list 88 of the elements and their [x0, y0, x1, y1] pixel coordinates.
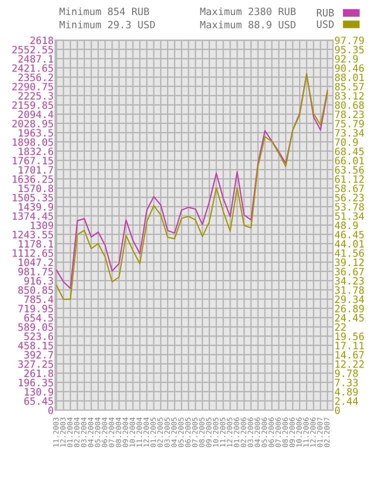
y-tick-label: 2618: [30, 36, 54, 44]
y-tick-label: 392.7: [24, 351, 53, 359]
y2-tick-label: 29.34: [335, 296, 364, 304]
legend-label: USD: [316, 20, 334, 28]
y2-tick-label: 14.67: [336, 351, 364, 359]
y-tick-label: 1112.65: [12, 249, 53, 257]
y2-tick-label: 51.34: [335, 212, 364, 220]
y2-tick-label: 41.56: [334, 249, 364, 257]
y-tick-label: 130.9: [24, 388, 54, 396]
y2-tick-label: 75.79: [335, 120, 364, 128]
y2-tick-label: 80.68: [335, 101, 364, 109]
y2-tick-label: 36.67: [335, 268, 364, 276]
y2-tick-label: 70.9: [335, 138, 358, 146]
legend-label: RUB: [316, 9, 334, 16]
y2-tick-label: 97.79: [335, 36, 364, 44]
y2-tick-label: 17.11: [336, 342, 364, 350]
y-tick-label: 1309: [30, 222, 54, 230]
y-tick-label: 1701.7: [18, 166, 53, 174]
text: Maximum 88.9 USD: [200, 20, 296, 28]
y-tick-label: 916.3: [24, 277, 53, 285]
y2-tick-label: 34.23: [335, 277, 364, 285]
y2-tick-label: 63.56: [335, 166, 364, 174]
text: Minimum 29.3 USD: [60, 20, 155, 28]
y-tick-label: 2290.75: [12, 82, 53, 90]
y-tick-label: 1767.15: [12, 156, 53, 164]
y-tick-label: 2225.3: [18, 92, 53, 100]
y2-tick-label: 53.78: [335, 203, 364, 211]
y-tick-label: 1047.2: [18, 258, 53, 266]
y2-tick-label: 61.12: [335, 175, 364, 183]
y2-tick-label: 2.44: [335, 397, 358, 405]
y-tick-label: 1636.25: [12, 175, 53, 183]
y2-tick-label: 26.89: [335, 304, 364, 312]
y2-tick-label: 73.34: [335, 129, 364, 137]
y2-tick-label: 90.46: [335, 64, 364, 72]
y2-tick-label: 88.01: [335, 74, 364, 82]
y-tick-label: 1374.45: [12, 212, 53, 220]
y-tick-label: 327.25: [18, 360, 53, 368]
y2-tick-label: 46.45: [334, 230, 364, 238]
y-tick-label: 1570.8: [18, 184, 54, 192]
y2-tick-label: 31.78: [335, 286, 364, 294]
y2-tick-label: 56.23: [335, 194, 364, 202]
y-tick-label: 2094.4: [18, 110, 54, 118]
y2-tick-label: 7.33: [335, 378, 358, 386]
y-tick-label: 65.45: [24, 397, 53, 405]
y2-tick-label: 95.35: [335, 46, 364, 54]
text: Maximum 2380 RUB: [200, 7, 296, 16]
y-tick-label: 981.75: [18, 268, 53, 276]
y2-tick-label: 22: [335, 323, 346, 331]
y2-tick-label: 78.23: [335, 110, 364, 118]
y-tick-label: 0: [48, 406, 54, 414]
y-tick-label: 523.6: [24, 332, 54, 340]
y-tick-label: 458.15: [18, 342, 53, 350]
y2-tick-label: 39.12: [335, 258, 364, 266]
y-tick-label: 785.4: [24, 296, 54, 304]
y-tick-label: 2028.95: [12, 120, 53, 128]
y2-tick-label: 9.78: [335, 370, 358, 378]
text: Minimum 854 RUB: [60, 7, 150, 16]
y2-tick-label: 48.9: [334, 222, 358, 230]
y-tick-label: 261.8: [24, 370, 54, 378]
y-tick-label: 1832.6: [18, 148, 54, 156]
y-tick-label: 1178.1: [18, 240, 54, 248]
y2-tick-label: 19.56: [336, 332, 364, 340]
y-tick-label: 196.35: [18, 378, 53, 386]
y-tick-label: 1898.05: [12, 138, 53, 146]
y-tick-label: 589.05: [18, 323, 53, 331]
y2-tick-label: 44.01: [334, 240, 364, 248]
y-tick-label: 2421.65: [12, 64, 53, 72]
y2-tick-label: 0: [335, 406, 340, 414]
y-tick-label: 1505.35: [12, 194, 53, 202]
y2-tick-label: 24.45: [335, 314, 364, 322]
y2-tick-label: 4.89: [334, 388, 358, 396]
y-tick-label: 1963.5: [18, 129, 53, 137]
y-tick-label: 2487.1: [18, 55, 54, 63]
y2-tick-label: 68.45: [335, 148, 364, 156]
y2-tick-label: 92.9: [335, 55, 358, 63]
y-tick-label: 2159.85: [12, 101, 53, 109]
y-tick-label: 2552.55: [12, 46, 53, 54]
y-tick-label: 1243.55: [12, 230, 53, 238]
y2-tick-label: 12.22: [336, 360, 364, 368]
y2-tick-label: 66.01: [335, 156, 364, 164]
y-tick-label: 2356.2: [18, 74, 53, 82]
y2-tick-label: 85.57: [335, 82, 364, 90]
y-tick-label: 850.85: [18, 286, 53, 294]
y2-tick-label: 58.67: [335, 184, 364, 192]
y-tick-label: 654.5: [24, 314, 53, 322]
y-tick-label: 719.95: [18, 304, 53, 312]
y2-tick-label: 83.12: [335, 92, 364, 100]
y-tick-label: 1439.9: [18, 203, 54, 211]
